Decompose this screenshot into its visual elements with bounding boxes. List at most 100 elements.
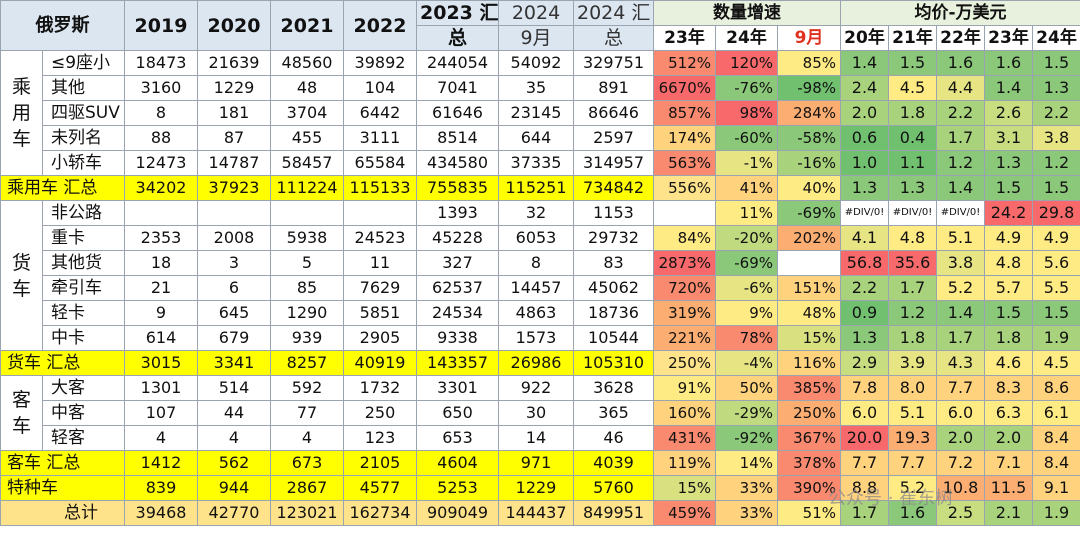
- value-cell: 4: [124, 425, 198, 451]
- value-cell: 3: [197, 250, 271, 276]
- value-cell: 30: [498, 400, 574, 426]
- growth-cell: 174%: [653, 125, 716, 151]
- value-cell: 61646: [416, 100, 499, 126]
- table-row: 轻卡 9 645 1290 5851 24534 4863 18736 319% 9% 48% 0.9…: [1, 300, 1080, 326]
- value-cell: 562: [197, 450, 271, 476]
- price-cell: 2.0: [840, 100, 889, 126]
- value-cell: 9338: [416, 325, 499, 351]
- growth-cell: 385%: [777, 375, 841, 401]
- value-cell: [270, 200, 344, 226]
- price-cell: 2.4: [840, 75, 889, 101]
- price-cell: 19.3: [888, 425, 937, 451]
- growth-cell: 116%: [777, 350, 841, 376]
- value-cell: 7629: [343, 275, 417, 301]
- value-cell: 34202: [124, 175, 198, 201]
- price-cell: 1.6: [936, 50, 985, 76]
- growth-cell: [653, 200, 716, 226]
- price-cell: 2.1: [984, 500, 1033, 526]
- price-cell: 1.4: [984, 75, 1033, 101]
- row-label: 其他货: [42, 250, 125, 276]
- value-cell: 18736: [573, 300, 654, 326]
- row-label: ≤9座小: [42, 50, 125, 76]
- header-price-title: 均价-万美元: [840, 0, 1080, 26]
- row-label: 未列名: [42, 125, 125, 151]
- price-cell: 1.9: [1032, 325, 1080, 351]
- value-cell: 3301: [416, 375, 499, 401]
- price-cell: 2.9: [840, 350, 889, 376]
- price-cell: 4.5: [888, 75, 937, 101]
- price-cell: 24.2: [984, 200, 1033, 226]
- growth-cell: 221%: [653, 325, 716, 351]
- price-cell: 6.0: [840, 400, 889, 426]
- growth-cell: -29%: [715, 400, 778, 426]
- growth-cell: 563%: [653, 150, 716, 176]
- value-cell: 39892: [343, 50, 417, 76]
- row-label: 货车 汇总: [0, 350, 125, 376]
- value-cell: 434580: [416, 150, 499, 176]
- growth-cell: 91%: [653, 375, 716, 401]
- growth-cell: -6%: [715, 275, 778, 301]
- value-cell: 21639: [197, 50, 271, 76]
- value-cell: 42770: [197, 500, 271, 526]
- value-cell: 3015: [124, 350, 198, 376]
- growth-cell: 48%: [777, 300, 841, 326]
- value-cell: 14457: [498, 275, 574, 301]
- value-cell: 115133: [343, 175, 417, 201]
- price-cell: 4.8: [984, 250, 1033, 276]
- value-cell: 123021: [270, 500, 344, 526]
- growth-cell: 459%: [653, 500, 716, 526]
- row-label: 总计: [0, 500, 125, 526]
- growth-cell: 367%: [777, 425, 841, 451]
- category-passenger: 乘用车: [0, 50, 43, 176]
- value-cell: [124, 200, 198, 226]
- value-cell: 26986: [498, 350, 574, 376]
- value-cell: 48560: [270, 50, 344, 76]
- value-cell: 7041: [416, 75, 499, 101]
- value-cell: 2105: [343, 450, 417, 476]
- price-cell: 1.7: [936, 125, 985, 151]
- table-row: 其他货 18 3 5 11 327 8 83 2873% -69% 56.8 35.6 3.8 4.8 5.…: [1, 250, 1080, 276]
- growth-cell: -98%: [777, 75, 841, 101]
- growth-cell: 14%: [715, 450, 778, 476]
- value-cell: 24534: [416, 300, 499, 326]
- price-cell: 8.3: [984, 375, 1033, 401]
- price-cell: 5.6: [1032, 250, 1080, 276]
- growth-cell: 41%: [715, 175, 778, 201]
- price-cell: 1.5: [1032, 175, 1080, 201]
- russia-vehicle-table: 俄罗斯 2019 2020 2021 2022 2023 汇 2024 2024…: [0, 0, 1080, 526]
- value-cell: 455: [270, 125, 344, 151]
- price-cell: 35.6: [888, 250, 937, 276]
- growth-cell: 33%: [715, 500, 778, 526]
- watermark: 公众号 · 崔东树: [828, 488, 954, 509]
- growth-cell: 431%: [653, 425, 716, 451]
- price-cell: 4.3: [936, 350, 985, 376]
- row-label: 轻卡: [42, 300, 125, 326]
- price-cell: 5.1: [936, 225, 985, 251]
- price-cell: 1.6: [984, 50, 1033, 76]
- price-cell: 8.4: [1032, 425, 1080, 451]
- value-cell: 21: [124, 275, 198, 301]
- value-cell: 4863: [498, 300, 574, 326]
- value-cell: 673: [270, 450, 344, 476]
- growth-cell: 151%: [777, 275, 841, 301]
- value-cell: 653: [416, 425, 499, 451]
- value-cell: 1573: [498, 325, 574, 351]
- value-cell: 14787: [197, 150, 271, 176]
- row-label: 特种车: [0, 475, 125, 501]
- value-cell: 939: [270, 325, 344, 351]
- value-cell: 650: [416, 400, 499, 426]
- price-cell: 0.6: [840, 125, 889, 151]
- table-row: 乘用车 ≤9座小 18473 21639 48560 39892 244054 54092 32…: [0, 50, 1080, 176]
- header-total-2023-line1: 2023 汇: [416, 0, 499, 26]
- table-row: 特种车 839 944 2867 4577 5253 1229 5760 15% 33% 390% 8…: [0, 475, 1080, 501]
- value-cell: 8: [498, 250, 574, 276]
- value-cell: 86646: [573, 100, 654, 126]
- growth-cell: 319%: [653, 300, 716, 326]
- header-year-2019: 2019: [124, 0, 198, 51]
- value-cell: 2353: [124, 225, 198, 251]
- price-cell: #DIV/0!: [840, 200, 889, 226]
- table-title: 俄罗斯: [0, 0, 125, 51]
- table-row: 客车 大客 1301 514 592 1732 3301 922 3628 91% 50% 385% 7…: [0, 375, 1080, 451]
- price-cell: 1.5: [888, 50, 937, 76]
- row-label: 客车 汇总: [0, 450, 125, 476]
